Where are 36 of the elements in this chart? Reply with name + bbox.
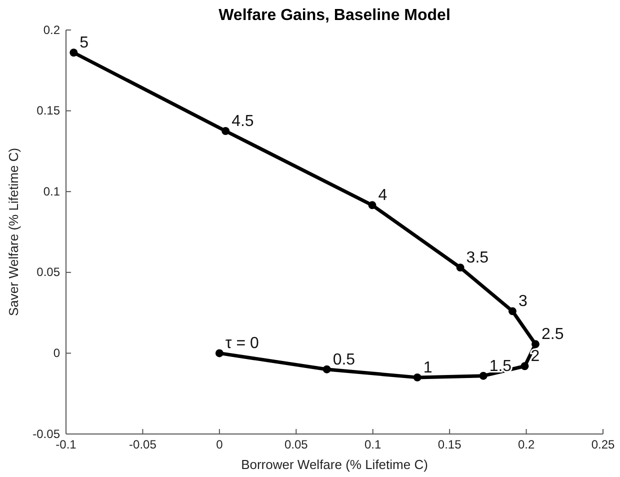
x-tick-label: -0.05 bbox=[129, 438, 157, 452]
y-tick-label: 0 bbox=[53, 346, 60, 360]
y-tick-label: 0.2 bbox=[43, 22, 60, 37]
chart-title: Welfare Gains, Baseline Model bbox=[218, 7, 450, 24]
point bbox=[413, 373, 422, 382]
annotation: 2.5 bbox=[541, 326, 564, 344]
annotation: τ = 0 bbox=[225, 335, 259, 352]
y-tick-label: 0.05 bbox=[36, 265, 60, 280]
y-tick-label: 0.15 bbox=[36, 104, 60, 118]
y-tick-label: 0.1 bbox=[43, 184, 60, 198]
x-tick-label: 0.1 bbox=[364, 438, 382, 452]
point bbox=[508, 307, 516, 316]
x-tick-label: 0.05 bbox=[284, 438, 308, 452]
annotation: 4 bbox=[378, 187, 388, 204]
annotation: 4.5 bbox=[232, 113, 254, 130]
annotation: 3.5 bbox=[466, 250, 489, 267]
x-axis-title: Borrower Welfare (% Lifetime C) bbox=[241, 457, 428, 472]
point bbox=[520, 362, 529, 370]
y-axis-title: Saver Welfare (% Lifetime C) bbox=[6, 148, 21, 316]
annotation: 2 bbox=[530, 348, 540, 366]
point bbox=[532, 340, 540, 348]
x-tick-label: 0 bbox=[216, 438, 224, 452]
annotation: 0.5 bbox=[332, 351, 356, 368]
annotation: 1 bbox=[423, 359, 432, 376]
x-tick-label: 0.25 bbox=[591, 438, 615, 452]
point bbox=[322, 365, 331, 374]
annotation: 5 bbox=[80, 34, 89, 52]
point bbox=[456, 264, 464, 272]
point bbox=[222, 127, 230, 135]
x-tick-label: 0.15 bbox=[438, 438, 462, 452]
point bbox=[368, 201, 376, 210]
point bbox=[215, 349, 224, 358]
point bbox=[479, 372, 488, 380]
point bbox=[70, 48, 78, 57]
annotation: 3 bbox=[518, 293, 528, 310]
x-tick-label: 0.2 bbox=[518, 438, 535, 452]
